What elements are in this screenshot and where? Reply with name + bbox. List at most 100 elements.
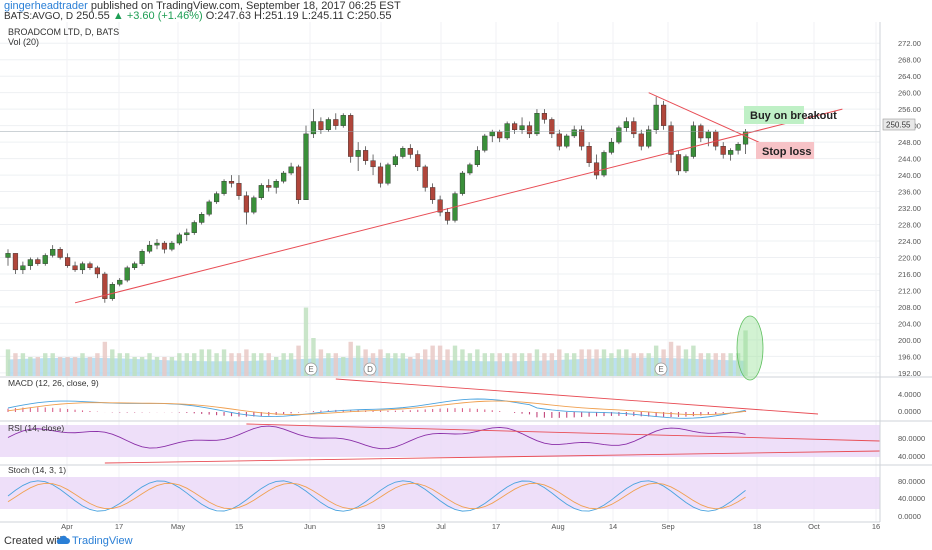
volume-bar: [594, 349, 599, 376]
price-tick-label: 200.00: [898, 336, 921, 345]
volume-bar: [117, 353, 122, 376]
volume-bar: [490, 353, 495, 376]
volume-bar: [162, 357, 167, 376]
volume-bar: [385, 353, 391, 376]
candle-body: [683, 156, 689, 172]
candle-body: [430, 187, 436, 201]
time-tick-label: 17: [492, 522, 500, 531]
macd-label: MACD (12, 26, close, 9): [8, 378, 99, 388]
candle-body: [251, 197, 257, 213]
rsi-trendline-upper: [246, 423, 881, 442]
candle-body: [586, 146, 592, 163]
stoch-k-line: [7, 480, 746, 512]
time-tick-label: 14: [609, 522, 617, 531]
volume-bar: [184, 353, 189, 376]
rsi-trendline-lower: [104, 450, 881, 464]
price-tick-label: 208.00: [898, 303, 921, 312]
chart-title: BROADCOM LTD, D, BATS: [8, 27, 119, 37]
price-tick-label: 192.00: [898, 369, 921, 378]
candle-body: [363, 150, 369, 161]
volume-bar: [259, 353, 264, 376]
volume-bar: [214, 353, 219, 376]
candle-body: [213, 193, 220, 203]
event-marker-earnings-2[interactable]: E: [654, 362, 668, 376]
price-tick-label: 260.00: [898, 89, 921, 98]
candle-body: [191, 222, 197, 233]
candle-body: [638, 133, 644, 147]
event-marker-earnings-1[interactable]: E: [304, 362, 318, 376]
tradingview-brand[interactable]: TradingView: [72, 535, 133, 547]
volume-bar: [266, 353, 271, 376]
stock-chart[interactable]: 272.00268.00264.00260.00256.00252.00248.…: [0, 22, 932, 532]
volume-bar: [691, 345, 696, 376]
candle-body: [422, 166, 428, 188]
time-tick-label: Oct: [808, 522, 821, 531]
trendline: [74, 108, 843, 304]
time-tick-label: 19: [377, 522, 385, 531]
volume-bar: [542, 353, 547, 376]
volume-bar: [50, 353, 55, 376]
candle-body: [392, 156, 399, 165]
volume-bar: [333, 353, 338, 376]
volume-bar: [653, 345, 659, 376]
price-tick-label: 264.00: [898, 72, 921, 81]
volume-bar: [549, 353, 555, 376]
price-tick-label: 224.00: [898, 237, 921, 246]
volume-bar: [35, 357, 40, 376]
candlesticks[interactable]: [5, 96, 749, 303]
candle-body: [497, 131, 503, 139]
volume-bar: [393, 353, 398, 376]
axes: 272.00268.00264.00260.00256.00252.00248.…: [0, 22, 932, 531]
volume-bar: [311, 338, 316, 376]
quote-line: BATS:AVGO, D 250.55 ▲ +3.60 (+1.46%) O:2…: [4, 11, 391, 23]
macd-trendline: [335, 378, 819, 415]
candle-body: [310, 121, 317, 135]
volume-bar: [274, 357, 279, 376]
candle-body: [474, 150, 480, 165]
time-tick-label: Sep: [661, 522, 674, 531]
price-tick-label: 196.00: [898, 352, 921, 361]
macd-signal-line: [7, 400, 746, 416]
candle-body: [646, 129, 652, 147]
candle-body: [236, 183, 242, 196]
candle-body: [102, 273, 108, 299]
volume-bar: [519, 353, 525, 376]
volume-bar: [125, 353, 130, 376]
rsi-label: RSI (14, close): [8, 423, 64, 433]
volume-bar: [706, 353, 711, 376]
candle-body: [415, 154, 421, 168]
price-tick-label: 272.00: [898, 39, 921, 48]
volume-bar: [132, 357, 137, 376]
volume-bar: [147, 353, 152, 376]
volume-bar: [616, 349, 622, 376]
stoch-tick-label: 0.0000: [898, 512, 921, 521]
volume-label: Vol (20): [8, 37, 39, 47]
symbol-label: BATS:AVGO, D: [4, 11, 74, 22]
volume-bar: [512, 353, 517, 376]
candle-body: [266, 185, 272, 188]
candle-body: [735, 143, 741, 151]
candle-body: [534, 113, 540, 135]
rsi-line: [7, 425, 746, 450]
candle-body: [5, 253, 11, 258]
trendline: [648, 92, 769, 147]
author-link[interactable]: gingerheadtrader: [4, 0, 88, 12]
volume-bar: [378, 349, 383, 376]
candle-body: [526, 125, 533, 135]
volume-bar: [452, 345, 458, 376]
candle-body: [206, 201, 212, 215]
price-tick-label: 204.00: [898, 319, 921, 328]
candle-body: [333, 119, 339, 126]
trendlines: [0, 92, 880, 304]
volume-bar: [460, 349, 465, 376]
volume-bar: [408, 357, 413, 376]
publish-line: gingerheadtrader published on TradingVie…: [4, 1, 401, 12]
time-tick-label: 18: [753, 522, 761, 531]
volume-bar: [72, 357, 78, 376]
volume-bar: [199, 349, 204, 376]
candle-body: [221, 181, 227, 194]
candle-body: [467, 164, 473, 174]
volume-bar: [318, 349, 324, 376]
candle-body: [184, 232, 190, 236]
event-marker-dividend[interactable]: D: [363, 362, 377, 376]
